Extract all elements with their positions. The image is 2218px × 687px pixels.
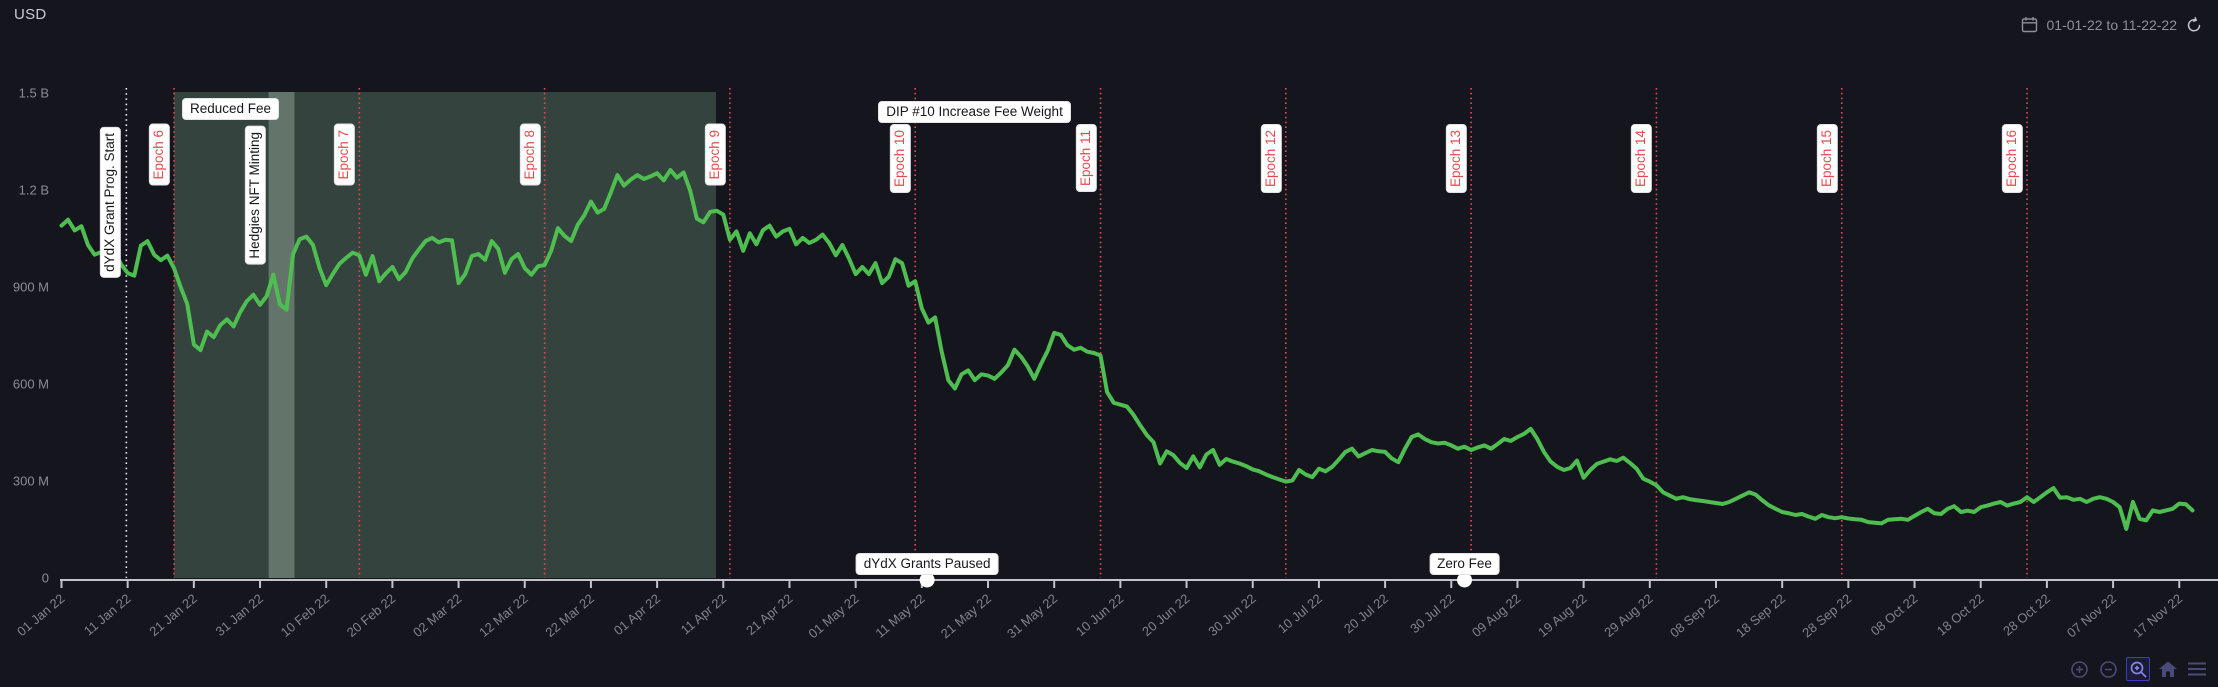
event-dot-grants-paused[interactable] bbox=[919, 572, 935, 588]
calendar-icon[interactable] bbox=[2021, 16, 2038, 33]
y-tick-label: 300 M bbox=[13, 474, 49, 489]
x-tick-label: 10 Jul 22 bbox=[1275, 591, 1325, 636]
x-tick-label: 01 May 22 bbox=[805, 591, 861, 642]
x-tick-label: 12 Mar 22 bbox=[476, 591, 530, 640]
x-tick-label: 18 Oct 22 bbox=[1934, 591, 1987, 639]
epoch-label: Epoch 9 bbox=[704, 124, 726, 186]
x-tick-label: 21 Apr 22 bbox=[743, 591, 795, 638]
x-tick-label: 08 Oct 22 bbox=[1868, 591, 1921, 639]
epoch-label: Epoch 14 bbox=[1631, 124, 1653, 194]
chart-toolbar bbox=[2068, 657, 2208, 681]
y-tick-label: 0 bbox=[42, 571, 49, 586]
annotation-reduced-fee: Reduced Fee bbox=[182, 98, 280, 120]
epoch-label: Epoch 7 bbox=[334, 124, 356, 186]
data-series-line bbox=[59, 168, 2195, 531]
event-dot-zero-fee[interactable] bbox=[1457, 572, 1473, 588]
home-icon[interactable] bbox=[2157, 658, 2179, 680]
epoch-label: Epoch 13 bbox=[1446, 124, 1467, 194]
x-tick-label: 11 Jan 22 bbox=[81, 591, 134, 639]
x-tick-label: 28 Sep 22 bbox=[1799, 591, 1854, 641]
x-tick-label: 17 Nov 22 bbox=[2130, 591, 2185, 641]
date-range-control[interactable]: 01-01-22 to 11-22-22 bbox=[2021, 16, 2203, 33]
x-tick-label: 18 Sep 22 bbox=[1733, 591, 1788, 641]
zoom-in-icon[interactable] bbox=[2068, 658, 2090, 680]
x-tick-label: 21 May 22 bbox=[938, 591, 994, 642]
epoch-label: Epoch 12 bbox=[1260, 124, 1282, 194]
x-tick-label: 11 Apr 22 bbox=[678, 591, 730, 638]
x-tick-label: 08 Sep 22 bbox=[1667, 591, 1722, 641]
y-tick-label: 600 M bbox=[13, 377, 49, 392]
y-tick-label: 900 M bbox=[13, 280, 49, 295]
epoch-label: Epoch 15 bbox=[1816, 124, 1838, 194]
box-zoom-icon[interactable] bbox=[2126, 657, 2150, 681]
annotation-grants-paused: dYdX Grants Paused bbox=[855, 553, 999, 575]
x-tick-label: 10 Feb 22 bbox=[278, 591, 332, 640]
x-tick-label: 10 Jun 22 bbox=[1073, 591, 1126, 639]
epoch-label: Epoch 11 bbox=[1075, 124, 1097, 193]
epoch-label: Epoch 16 bbox=[2002, 124, 2023, 194]
date-range-text[interactable]: 01-01-22 to 11-22-22 bbox=[2046, 16, 2178, 33]
x-tick-label: 01 Apr 22 bbox=[611, 591, 663, 638]
x-tick-label: 29 Aug 22 bbox=[1601, 591, 1656, 640]
annotation-grant-start: dYdX Grant Prog. Start bbox=[100, 127, 122, 278]
x-tick-label: 30 Jul 22 bbox=[1407, 591, 1457, 636]
y-axis-unit-label: USD bbox=[14, 6, 47, 23]
x-tick-label: 30 Jun 22 bbox=[1205, 591, 1258, 639]
x-tick-label: 20 Feb 22 bbox=[344, 591, 398, 640]
y-tick-label: 1.5 B bbox=[19, 86, 49, 101]
y-tick-label: 1.2 B bbox=[19, 183, 49, 198]
epoch-label: Epoch 10 bbox=[890, 124, 912, 194]
x-tick-label: 20 Jun 22 bbox=[1139, 591, 1192, 639]
epoch-label: Epoch 6 bbox=[149, 124, 170, 186]
x-tick-label: 02 Mar 22 bbox=[410, 591, 464, 640]
region-hedgies-minting-period bbox=[268, 92, 295, 578]
x-tick-label: 28 Oct 22 bbox=[2000, 591, 2053, 639]
epoch-label: Epoch 8 bbox=[519, 124, 541, 186]
x-tick-label: 09 Aug 22 bbox=[1469, 591, 1524, 640]
x-tick-label: 19 Aug 22 bbox=[1535, 591, 1590, 640]
x-tick-label: 07 Nov 22 bbox=[2064, 591, 2119, 641]
x-tick-label: 22 Mar 22 bbox=[542, 591, 596, 640]
x-tick-label: 01 Jan 22 bbox=[14, 591, 67, 639]
annotation-zero-fee: Zero Fee bbox=[1429, 553, 1500, 575]
menu-icon[interactable] bbox=[2186, 658, 2208, 680]
x-tick-label: 21 Jan 22 bbox=[146, 591, 199, 639]
annotation-dip10: DIP #10 Increase Fee Weight bbox=[878, 101, 1071, 123]
x-tick-label: 11 May 22 bbox=[872, 591, 927, 641]
zoom-out-icon[interactable] bbox=[2097, 658, 2119, 680]
x-tick-label: 20 Jul 22 bbox=[1341, 591, 1391, 636]
refresh-icon[interactable] bbox=[2186, 16, 2202, 33]
x-tick-label: 31 Jan 22 bbox=[213, 591, 266, 639]
x-tick-label: 31 May 22 bbox=[1004, 591, 1060, 642]
annotation-hedgies: Hedgies NFT Minting bbox=[244, 126, 266, 265]
